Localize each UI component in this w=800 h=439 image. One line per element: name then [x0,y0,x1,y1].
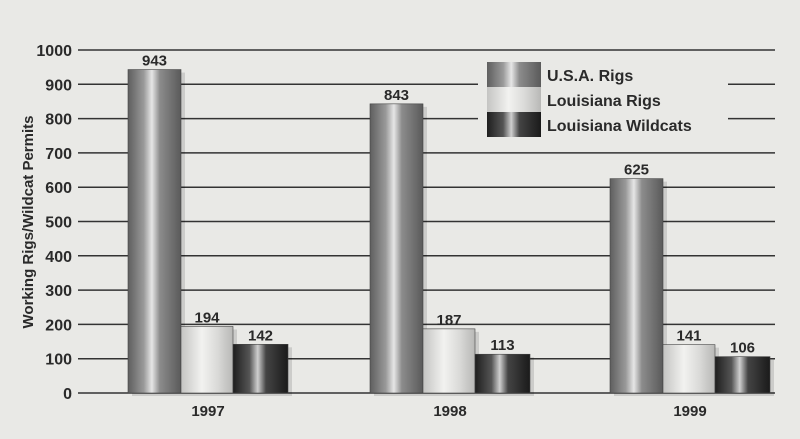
x-tick-label: 1999 [673,403,706,420]
y-tick-label: 100 [45,352,72,369]
bar-1999-2 [714,356,771,394]
bar-1999-1 [662,344,716,394]
data-label: 106 [730,340,755,357]
legend-label: Louisiana Rigs [547,93,661,110]
y-tick-label: 0 [63,386,72,403]
y-tick-label: 400 [45,249,72,266]
data-label: 943 [142,53,167,70]
data-label: 625 [624,162,649,179]
data-label: 187 [436,312,461,329]
y-tick-label: 600 [45,180,72,197]
y-tick-label: 700 [45,146,72,163]
y-axis-label: Working Rigs/Wildcat Permits [20,116,37,329]
bar-1997-0 [127,69,182,394]
y-tick-label: 800 [45,112,72,129]
data-label: 113 [490,337,514,354]
bar-1998-0 [369,103,424,394]
y-tick-label: 900 [45,77,72,94]
bar-1999-0 [609,178,664,394]
legend-swatch [487,112,541,137]
legend-swatch [487,62,541,87]
legend: U.S.A. Rigs Louisiana Rigs Louisiana Wildc… [478,56,728,144]
bar-1997-2 [232,343,289,394]
bar-1998-1 [422,328,476,394]
x-tick-label: 1997 [191,403,224,420]
legend-label: Louisiana Wildcats [547,118,692,135]
y-tick-label: 1000 [36,43,72,60]
legend-label: U.S.A. Rigs [547,68,633,85]
data-label: 194 [194,309,220,326]
x-tick-label: 1998 [433,403,466,420]
legend-swatch [487,87,541,112]
data-label: 142 [248,327,273,344]
y-tick-label: 500 [45,215,72,232]
bar-1997-1 [180,326,234,394]
y-tick-label: 300 [45,283,72,300]
bar-1998-2 [474,353,531,394]
data-label: 141 [676,328,701,345]
y-tick-label: 200 [45,317,72,334]
data-label: 843 [384,87,409,104]
